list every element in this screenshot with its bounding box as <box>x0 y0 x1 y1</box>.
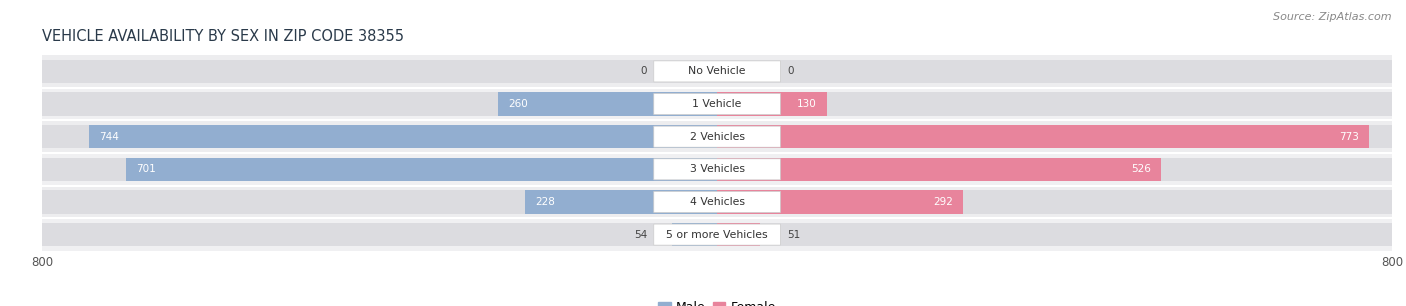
Bar <box>42 120 1392 153</box>
Text: 292: 292 <box>934 197 953 207</box>
Bar <box>672 223 717 246</box>
FancyBboxPatch shape <box>654 94 780 114</box>
Text: VEHICLE AVAILABILITY BY SEX IN ZIP CODE 38355: VEHICLE AVAILABILITY BY SEX IN ZIP CODE … <box>42 29 404 44</box>
Bar <box>42 92 1392 116</box>
Text: 4 Vehicles: 4 Vehicles <box>689 197 745 207</box>
FancyBboxPatch shape <box>654 192 780 212</box>
Text: 51: 51 <box>787 230 800 240</box>
Bar <box>42 60 1392 83</box>
Legend: Male, Female: Male, Female <box>654 296 780 306</box>
Text: 0: 0 <box>787 66 793 76</box>
Bar <box>717 223 761 246</box>
Text: 1 Vehicle: 1 Vehicle <box>692 99 742 109</box>
Text: 3 Vehicles: 3 Vehicles <box>689 164 745 174</box>
Bar <box>524 190 717 214</box>
Bar <box>42 190 1392 214</box>
Bar <box>90 125 717 148</box>
Text: 773: 773 <box>1339 132 1360 142</box>
FancyBboxPatch shape <box>654 224 780 245</box>
Text: No Vehicle: No Vehicle <box>689 66 745 76</box>
Text: 744: 744 <box>100 132 120 142</box>
Bar <box>717 125 1369 148</box>
Bar <box>42 218 1392 251</box>
Text: 701: 701 <box>136 164 156 174</box>
Bar <box>717 190 963 214</box>
Text: 260: 260 <box>508 99 527 109</box>
Text: 0: 0 <box>641 66 647 76</box>
Text: 54: 54 <box>634 230 647 240</box>
Bar <box>42 153 1392 186</box>
Text: 130: 130 <box>797 99 817 109</box>
Bar <box>42 223 1392 246</box>
Bar <box>42 88 1392 120</box>
Bar <box>717 158 1161 181</box>
Bar <box>42 158 1392 181</box>
FancyBboxPatch shape <box>654 61 780 82</box>
Bar <box>42 186 1392 218</box>
Text: 526: 526 <box>1130 164 1150 174</box>
FancyBboxPatch shape <box>654 159 780 180</box>
FancyBboxPatch shape <box>654 126 780 147</box>
Text: 5 or more Vehicles: 5 or more Vehicles <box>666 230 768 240</box>
Text: Source: ZipAtlas.com: Source: ZipAtlas.com <box>1274 12 1392 22</box>
Bar <box>125 158 717 181</box>
Bar <box>717 92 827 116</box>
Bar <box>498 92 717 116</box>
Bar <box>42 55 1392 88</box>
Text: 228: 228 <box>534 197 555 207</box>
Text: 2 Vehicles: 2 Vehicles <box>689 132 745 142</box>
Bar <box>42 125 1392 148</box>
